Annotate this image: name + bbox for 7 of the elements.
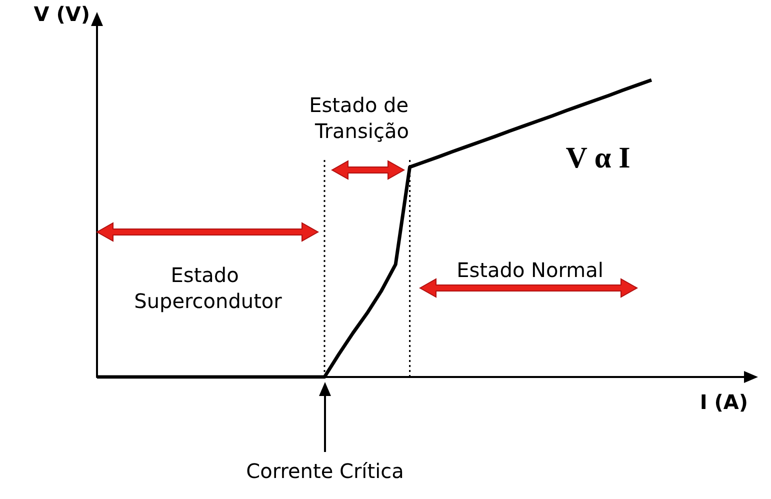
annotation: Estado de Transição [309,93,415,143]
annotation: Estado Supercondutor [134,263,283,313]
annotation: V α I [566,142,630,174]
x-axis-title: I (A) [700,390,748,414]
annotation: Estado Normal [456,258,604,282]
y-axis-title: V (V) [34,2,90,26]
text: Corrente Crítica [246,459,404,483]
